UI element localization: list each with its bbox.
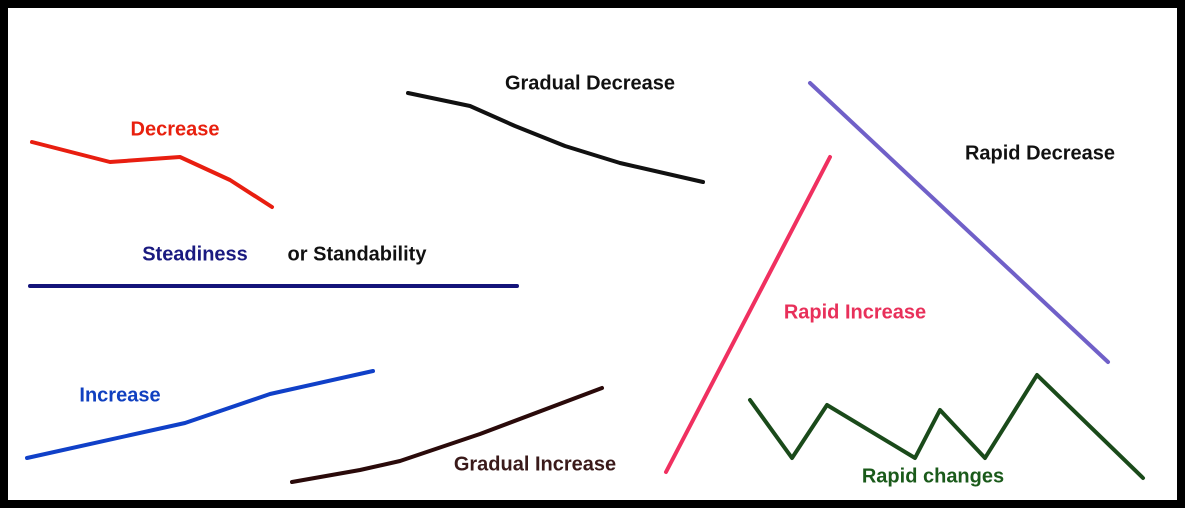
label: Gradual Decrease: [505, 72, 675, 94]
label: Decrease: [131, 118, 220, 140]
rapid-increase-line: [664, 155, 832, 474]
label: Rapid Increase: [784, 301, 926, 323]
rapid-decrease-line: [808, 81, 1110, 364]
rapid-changes-line: [748, 373, 1145, 480]
label: or Standability: [288, 243, 428, 265]
gradual-increase-line: [290, 386, 604, 484]
label: Steadiness: [142, 243, 248, 265]
gradual-decrease-line: [406, 91, 705, 184]
label: Increase: [79, 384, 160, 406]
increase-line: [25, 369, 375, 460]
decrease-line: [30, 140, 274, 209]
label: Rapid Decrease: [965, 142, 1115, 164]
label: Gradual Increase: [454, 453, 616, 475]
label: Rapid changes: [862, 465, 1004, 487]
